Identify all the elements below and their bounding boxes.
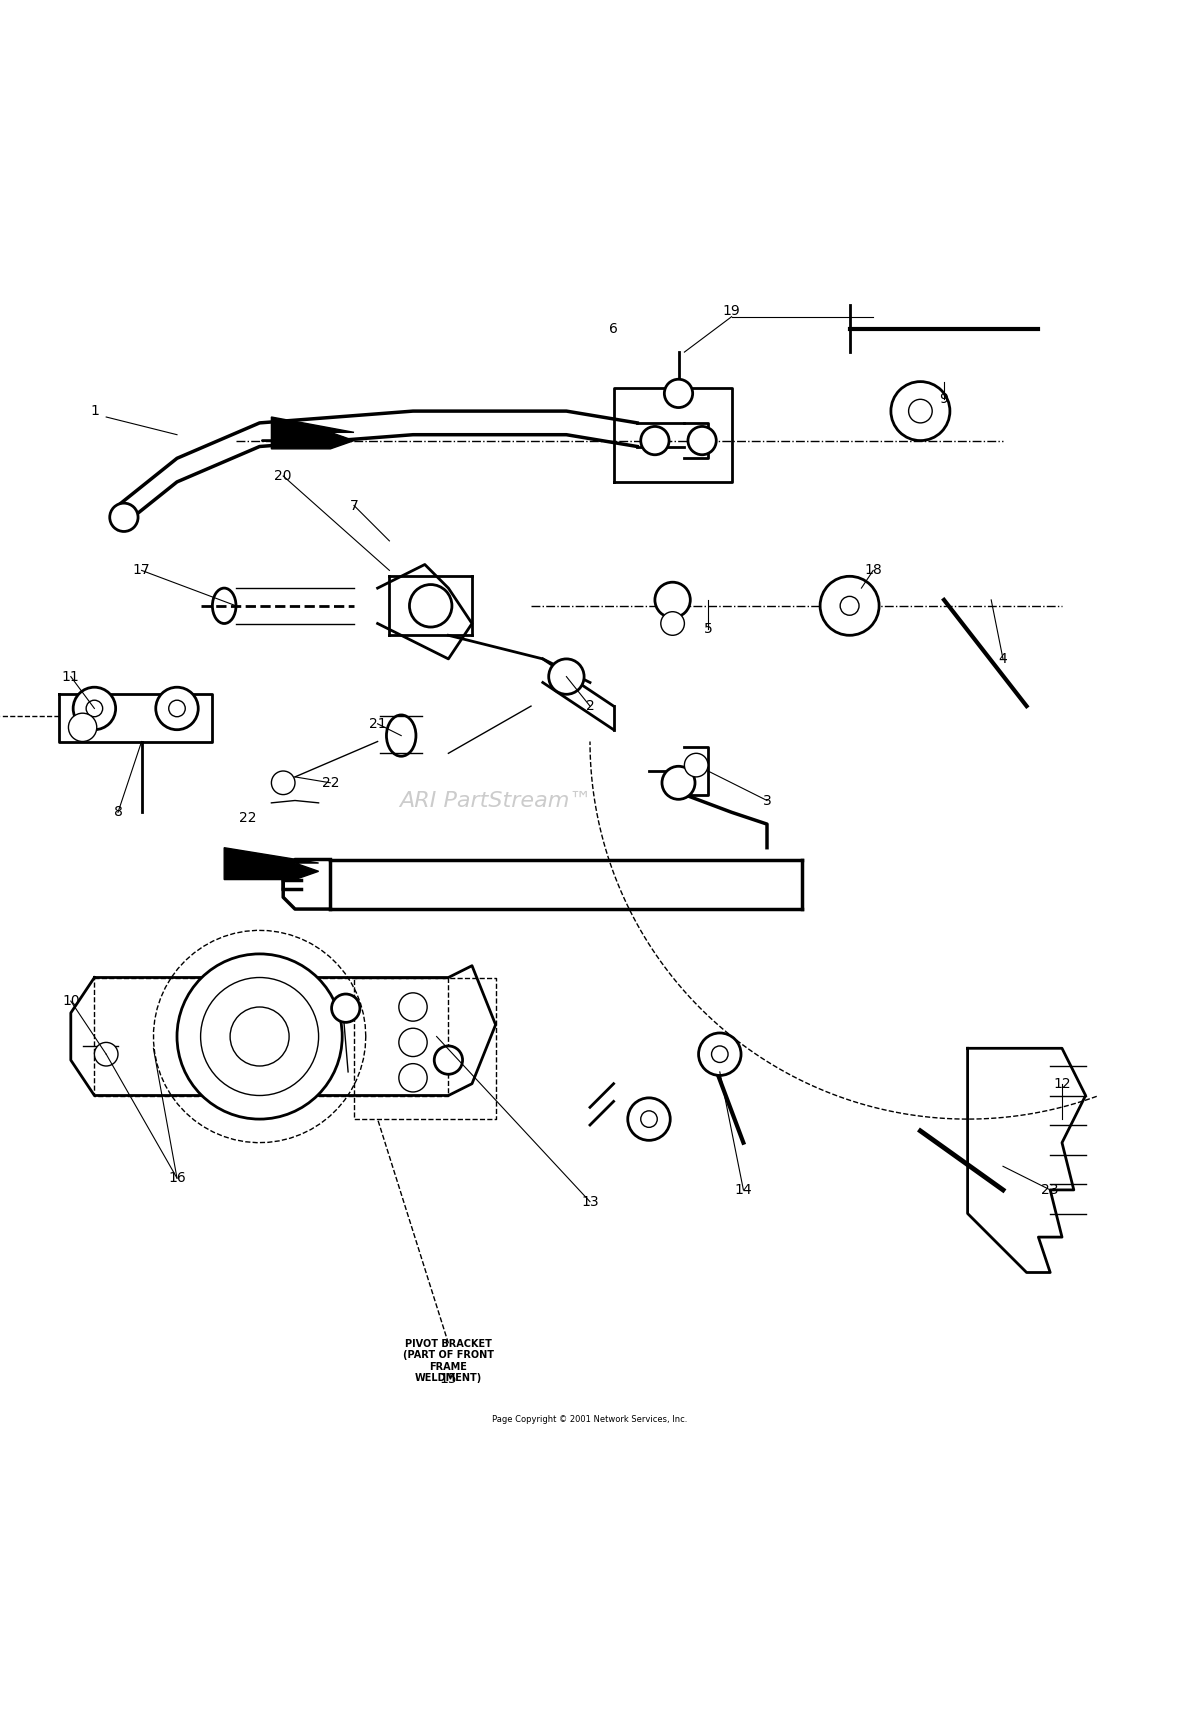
Text: 8: 8 — [113, 804, 123, 820]
Text: 22: 22 — [240, 811, 256, 825]
Text: 13: 13 — [582, 1195, 598, 1208]
Polygon shape — [271, 418, 354, 449]
Text: 23: 23 — [1042, 1183, 1058, 1196]
Circle shape — [628, 1098, 670, 1140]
Text: 11: 11 — [61, 670, 80, 684]
Circle shape — [661, 612, 684, 636]
Text: 4: 4 — [998, 652, 1008, 665]
Circle shape — [201, 978, 319, 1095]
Circle shape — [399, 1064, 427, 1092]
Text: 14: 14 — [735, 1183, 752, 1196]
Text: 10: 10 — [63, 994, 79, 1007]
Text: 3: 3 — [762, 794, 772, 808]
Text: Page Copyright © 2001 Network Services, Inc.: Page Copyright © 2001 Network Services, … — [492, 1415, 688, 1425]
Circle shape — [86, 700, 103, 717]
Circle shape — [891, 382, 950, 440]
Circle shape — [110, 504, 138, 531]
Text: ARI PartStream™: ARI PartStream™ — [399, 791, 592, 810]
Circle shape — [399, 994, 427, 1021]
Circle shape — [840, 596, 859, 615]
Circle shape — [68, 713, 97, 741]
Circle shape — [73, 688, 116, 729]
Text: 5: 5 — [703, 622, 713, 636]
Circle shape — [664, 380, 693, 407]
Text: 15: 15 — [440, 1372, 457, 1386]
Circle shape — [549, 658, 584, 694]
Circle shape — [399, 1028, 427, 1057]
Text: 6: 6 — [609, 321, 618, 335]
Text: 9: 9 — [939, 392, 949, 406]
Circle shape — [820, 576, 879, 636]
Circle shape — [332, 994, 360, 1023]
Circle shape — [688, 426, 716, 456]
Circle shape — [641, 1110, 657, 1128]
Text: 17: 17 — [133, 564, 150, 578]
Text: 20: 20 — [275, 469, 291, 483]
Text: PIVOT BRACKET
(PART OF FRONT
FRAME
WELDMENT): PIVOT BRACKET (PART OF FRONT FRAME WELDM… — [402, 1339, 494, 1384]
Circle shape — [177, 954, 342, 1119]
Circle shape — [169, 700, 185, 717]
Circle shape — [641, 426, 669, 456]
Text: 19: 19 — [722, 304, 741, 318]
Text: 16: 16 — [168, 1171, 186, 1184]
Circle shape — [156, 688, 198, 729]
Circle shape — [684, 753, 708, 777]
Text: 12: 12 — [1054, 1076, 1070, 1090]
Text: 21: 21 — [369, 717, 386, 731]
Circle shape — [434, 1045, 463, 1074]
Text: 22: 22 — [322, 775, 339, 789]
Circle shape — [94, 1042, 118, 1066]
Polygon shape — [224, 847, 319, 880]
Text: 18: 18 — [864, 564, 883, 578]
Text: 7: 7 — [349, 499, 359, 512]
Circle shape — [655, 583, 690, 617]
Text: 2: 2 — [585, 700, 595, 713]
Circle shape — [712, 1045, 728, 1062]
Circle shape — [409, 584, 452, 627]
Circle shape — [230, 1007, 289, 1066]
Text: 1: 1 — [90, 404, 99, 418]
Circle shape — [662, 767, 695, 799]
Circle shape — [909, 399, 932, 423]
Circle shape — [699, 1033, 741, 1076]
Circle shape — [271, 772, 295, 794]
